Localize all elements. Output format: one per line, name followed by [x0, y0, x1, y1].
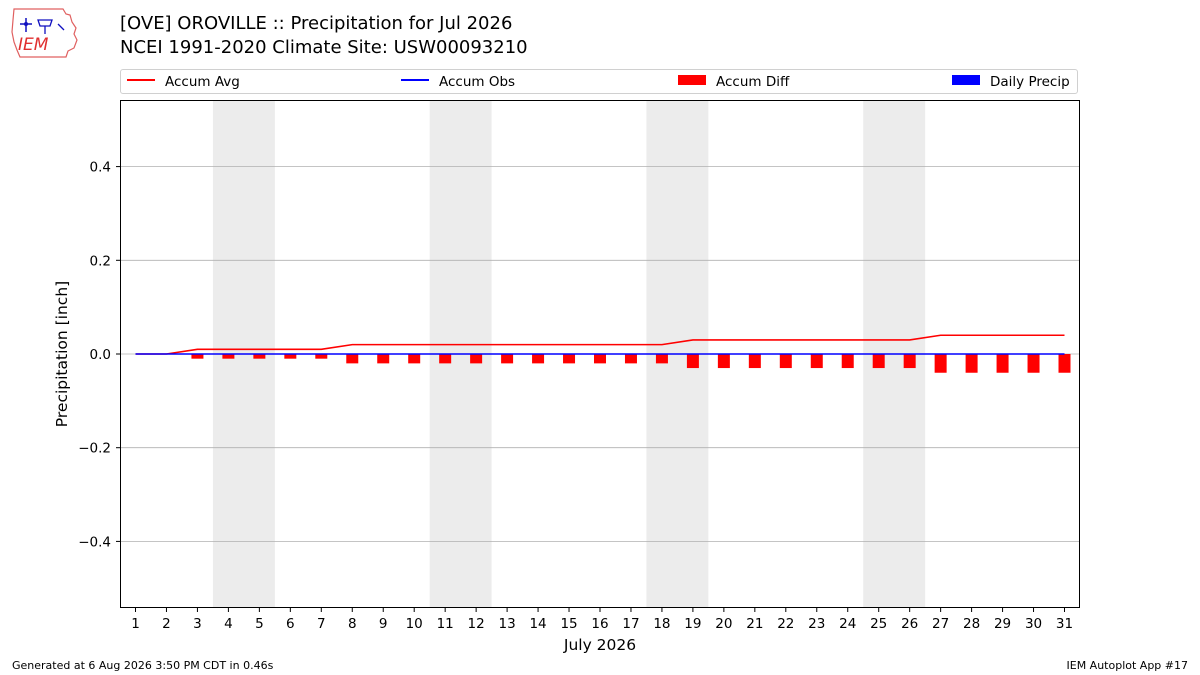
logo-text: IEM	[18, 35, 49, 55]
accum-diff-bar	[346, 354, 359, 364]
accum-diff-bar	[253, 354, 266, 359]
x-tick-label: 18	[653, 616, 670, 632]
y-tick-label: 0.4	[90, 160, 111, 176]
legend-label-daily-precip: Daily Precip	[990, 74, 1070, 90]
x-tick-label: 24	[839, 616, 856, 632]
axes: 0.40.20.0−0.2−0.41 2 3 4 5 6 7 8 9 10 11 12 13 14 15 16…	[78, 160, 1073, 632]
x-tick-label: 10	[406, 616, 423, 632]
x-tick-label: 27	[932, 616, 949, 632]
accum-diff-bar	[996, 354, 1009, 373]
legend-daily-precip: Daily Precip	[952, 74, 1070, 90]
accum-diff-bar	[1058, 354, 1071, 373]
accum-diff-bar	[377, 354, 390, 364]
accum-diff-bar	[655, 354, 668, 364]
x-tick-label: 14	[529, 616, 546, 632]
x-tick-label: 9	[379, 616, 388, 632]
y-tick-label: 0.2	[90, 253, 111, 269]
accum-diff-bar	[686, 354, 699, 369]
x-tick-label: 28	[963, 616, 980, 632]
accum-diff-bar	[810, 354, 823, 369]
legend-label-accum-obs: Accum Obs	[439, 74, 516, 90]
legend-label-accum-diff: Accum Diff	[716, 74, 790, 90]
x-tick-label: 17	[622, 616, 639, 632]
accum-diff-bar	[1027, 354, 1040, 373]
x-tick-label: 2	[162, 616, 171, 632]
accum-diff-bar	[903, 354, 916, 369]
y-tick-label: 0.0	[90, 347, 111, 363]
accum-diff-bar	[934, 354, 947, 373]
generated-timestamp: Generated at 6 Aug 2026 3:50 PM CDT in 0…	[12, 659, 274, 672]
accum-diff-bar	[563, 354, 576, 364]
legend-accum-obs: Accum Obs	[401, 74, 515, 90]
x-tick-label: 22	[777, 616, 794, 632]
series-lines	[135, 334, 1065, 355]
accum-diff-bar	[965, 354, 978, 373]
accum-diff-bar	[284, 354, 297, 359]
x-axis-label: July 2026	[563, 636, 636, 654]
y-tick-label: −0.2	[78, 441, 111, 457]
legend-swatch-accum-obs	[401, 79, 429, 81]
x-tick-label: 8	[348, 616, 357, 632]
legend-accum-avg: Accum Avg	[127, 74, 240, 90]
x-tick-label: 31	[1056, 616, 1073, 632]
x-tick-label: 26	[901, 616, 918, 632]
chart-title: [OVE] OROVILLE :: Precipitation for Jul …	[120, 13, 513, 34]
x-tick-label: 29	[994, 616, 1011, 632]
x-tick-label: 20	[715, 616, 732, 632]
accum-diff-bar	[841, 354, 854, 369]
accum-diff-bar	[624, 354, 637, 364]
chart-legend: Accum Avg Accum Obs Accum Diff Daily Pre…	[120, 69, 1078, 94]
x-tick-label: 23	[808, 616, 825, 632]
accum-diff-bar	[779, 354, 792, 369]
x-tick-label: 3	[193, 616, 202, 632]
autoplot-app-label: IEM Autoplot App #17	[1066, 659, 1189, 672]
x-tick-label: 21	[746, 616, 763, 632]
x-tick-label: 19	[684, 616, 701, 632]
accum-diff-bar	[872, 354, 885, 369]
x-tick-label: 11	[437, 616, 454, 632]
legend-swatch-daily-precip	[952, 75, 980, 85]
x-tick-label: 7	[317, 616, 326, 632]
x-tick-label: 16	[591, 616, 608, 632]
accum-diff-bar	[439, 354, 452, 364]
x-tick-label: 13	[499, 616, 516, 632]
chart-subtitle: NCEI 1991-2020 Climate Site: USW00093210	[120, 37, 528, 58]
accum-avg-line	[135, 334, 1065, 355]
accum-diff-bar	[315, 354, 328, 359]
x-tick-label: 1	[131, 616, 140, 632]
iem-logo: IEM	[11, 8, 78, 58]
y-axis-label: Precipitation [inch]	[53, 281, 71, 427]
x-tick-label: 4	[224, 616, 233, 632]
x-tick-label: 25	[870, 616, 887, 632]
accum-diff-bar	[408, 354, 421, 364]
x-tick-label: 15	[560, 616, 577, 632]
accum-diff-bar	[501, 354, 514, 364]
x-tick-label: 30	[1025, 616, 1042, 632]
legend-swatch-accum-avg	[127, 79, 155, 81]
x-tick-label: 12	[468, 616, 485, 632]
legend-accum-diff: Accum Diff	[678, 74, 789, 90]
y-tick-label: −0.4	[78, 534, 111, 550]
accum-diff-bar	[748, 354, 761, 369]
legend-swatch-accum-diff	[678, 75, 706, 85]
accum-diff-bar	[594, 354, 606, 364]
legend-label-accum-avg: Accum Avg	[165, 74, 240, 90]
accum-diff-bar	[191, 354, 204, 359]
x-tick-label: 5	[255, 616, 264, 632]
bars	[191, 354, 1071, 373]
x-tick-label: 6	[286, 616, 295, 632]
accum-diff-bar	[717, 354, 730, 369]
accum-diff-bar	[222, 354, 235, 359]
accum-diff-bar	[532, 354, 545, 364]
accum-diff-bar	[470, 354, 483, 364]
